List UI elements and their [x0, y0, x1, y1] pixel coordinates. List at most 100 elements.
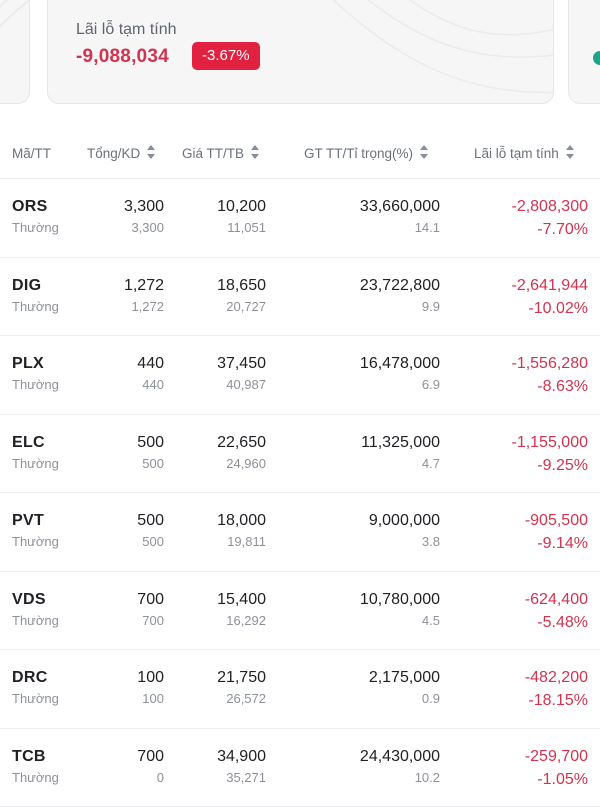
pnl-percent: -10.02% — [511, 297, 588, 320]
symbol-cell: ORS Thường — [12, 196, 59, 238]
table-row[interactable]: PVT Thường 500 500 18,000 19,811 9,000,0… — [0, 493, 600, 572]
status: Thường — [12, 611, 59, 631]
table-row[interactable]: ORS Thường 3,300 3,300 10,200 11,051 33,… — [0, 179, 600, 258]
pnl-cell: -1,155,000 -9.25% — [511, 431, 588, 477]
sort-icon[interactable] — [565, 144, 575, 160]
price-cell: 15,400 16,292 — [217, 589, 266, 631]
pnl-amount: -482,200 — [525, 666, 588, 689]
table-row[interactable]: TCB Thường 700 0 34,900 35,271 24,430,00… — [0, 729, 600, 807]
tradable-quantity: 1,272 — [124, 297, 164, 317]
status: Thường — [12, 297, 59, 317]
table-row[interactable]: ELC Thường 500 500 22,650 24,960 11,325,… — [0, 415, 600, 494]
symbol: ORS — [12, 196, 59, 218]
symbol-cell: DIG Thường — [12, 275, 59, 317]
next-summary-card[interactable] — [568, 0, 600, 104]
total-quantity: 700 — [137, 746, 164, 768]
pnl-value: -9,088,034 — [76, 46, 169, 68]
tradable-quantity: 100 — [137, 689, 164, 709]
value-cell: 11,325,000 4.7 — [361, 432, 440, 474]
pnl-percent: -1.05% — [525, 768, 588, 791]
table-row[interactable]: PLX Thường 440 440 37,450 40,987 16,478,… — [0, 336, 600, 415]
value-cell: 10,780,000 4.5 — [360, 589, 440, 631]
header-symbol[interactable]: Mã/TT — [12, 130, 51, 178]
total-quantity: 440 — [137, 353, 164, 375]
header-quantity[interactable]: Tổng/KD — [87, 130, 156, 178]
header-symbol-label: Mã/TT — [12, 146, 51, 161]
header-value[interactable]: GT TT/Tỉ trọng(%) — [304, 130, 429, 178]
table-header: Mã/TT Tổng/KD Giá TT/TB GT TT/Tỉ trọng(%… — [0, 130, 600, 179]
tradable-quantity: 440 — [137, 375, 164, 395]
pnl-cell: -1,556,280 -8.63% — [511, 352, 588, 398]
average-price: 11,051 — [217, 218, 266, 238]
header-pnl[interactable]: Lãi lỗ tạm tính — [474, 130, 575, 178]
market-price: 10,200 — [217, 196, 266, 218]
symbol-cell: ELC Thường — [12, 432, 59, 474]
quantity-cell: 100 100 — [137, 667, 164, 709]
header-quantity-label: Tổng/KD — [87, 146, 140, 161]
quantity-cell: 500 500 — [137, 510, 164, 552]
header-price-label: Giá TT/TB — [182, 146, 244, 161]
symbol: PVT — [12, 510, 59, 532]
market-value: 24,430,000 — [360, 746, 440, 768]
symbol-cell: DRC Thường — [12, 667, 59, 709]
price-cell: 34,900 35,271 — [217, 746, 266, 788]
market-value: 10,780,000 — [360, 589, 440, 611]
quantity-cell: 700 0 — [137, 746, 164, 788]
pnl-percent-badge: -3.67% — [192, 42, 260, 70]
tradable-quantity: 500 — [137, 532, 164, 552]
pnl-cell: -905,500 -9.14% — [525, 509, 588, 555]
card-decoration — [293, 0, 553, 103]
average-price: 26,572 — [217, 689, 266, 709]
market-price: 15,400 — [217, 589, 266, 611]
pnl-amount: -2,641,944 — [511, 274, 588, 297]
pnl-summary-card[interactable]: Lãi lỗ tạm tính -9,088,034 -3.67% — [47, 0, 554, 104]
quantity-cell: 500 500 — [137, 432, 164, 474]
symbol: DIG — [12, 275, 59, 297]
table-row[interactable]: DRC Thường 100 100 21,750 26,572 2,175,0… — [0, 650, 600, 729]
sort-icon[interactable] — [146, 144, 156, 160]
pnl-cell: -482,200 -18.15% — [525, 666, 588, 712]
pnl-label: Lãi lỗ tạm tính — [76, 21, 177, 39]
header-pnl-label: Lãi lỗ tạm tính — [474, 146, 559, 161]
header-price[interactable]: Giá TT/TB — [182, 130, 260, 178]
average-price: 24,960 — [217, 454, 266, 474]
price-cell: 22,650 24,960 — [217, 432, 266, 474]
total-quantity: 500 — [137, 432, 164, 454]
total-quantity: 100 — [137, 667, 164, 689]
market-value: 23,722,800 — [360, 275, 440, 297]
price-cell: 18,650 20,727 — [217, 275, 266, 317]
previous-summary-card[interactable] — [0, 0, 30, 104]
portfolio-weight: 6.9 — [360, 375, 440, 395]
status: Thường — [12, 454, 59, 474]
quantity-cell: 440 440 — [137, 353, 164, 395]
price-cell: 21,750 26,572 — [217, 667, 266, 709]
sort-icon[interactable] — [250, 144, 260, 160]
symbol: PLX — [12, 353, 59, 375]
value-cell: 9,000,000 3.8 — [369, 510, 440, 552]
summary-strip: Lãi lỗ tạm tính -9,088,034 -3.67% — [0, 0, 600, 118]
table-row[interactable]: DIG Thường 1,272 1,272 18,650 20,727 23,… — [0, 258, 600, 337]
pnl-amount: -2,808,300 — [511, 195, 588, 218]
average-price: 16,292 — [217, 611, 266, 631]
pnl-cell: -2,808,300 -7.70% — [511, 195, 588, 241]
pnl-amount: -624,400 — [525, 588, 588, 611]
pnl-amount: -1,155,000 — [511, 431, 588, 454]
symbol: TCB — [12, 746, 59, 768]
pnl-percent: -7.70% — [511, 218, 588, 241]
portfolio-weight: 10.2 — [360, 768, 440, 788]
pnl-cell: -624,400 -5.48% — [525, 588, 588, 634]
table-row[interactable]: VDS Thường 700 700 15,400 16,292 10,780,… — [0, 572, 600, 651]
status-dot-icon — [593, 51, 600, 65]
quantity-cell: 1,272 1,272 — [124, 275, 164, 317]
portfolio-weight: 14.1 — [360, 218, 440, 238]
portfolio-weight: 4.5 — [360, 611, 440, 631]
value-cell: 24,430,000 10.2 — [360, 746, 440, 788]
portfolio-weight: 9.9 — [360, 297, 440, 317]
market-price: 21,750 — [217, 667, 266, 689]
tradable-quantity: 3,300 — [124, 218, 164, 238]
symbol-cell: PLX Thường — [12, 353, 59, 395]
quantity-cell: 700 700 — [137, 589, 164, 631]
symbol-cell: VDS Thường — [12, 589, 59, 631]
sort-icon[interactable] — [419, 144, 429, 160]
pnl-percent: -9.25% — [511, 454, 588, 477]
